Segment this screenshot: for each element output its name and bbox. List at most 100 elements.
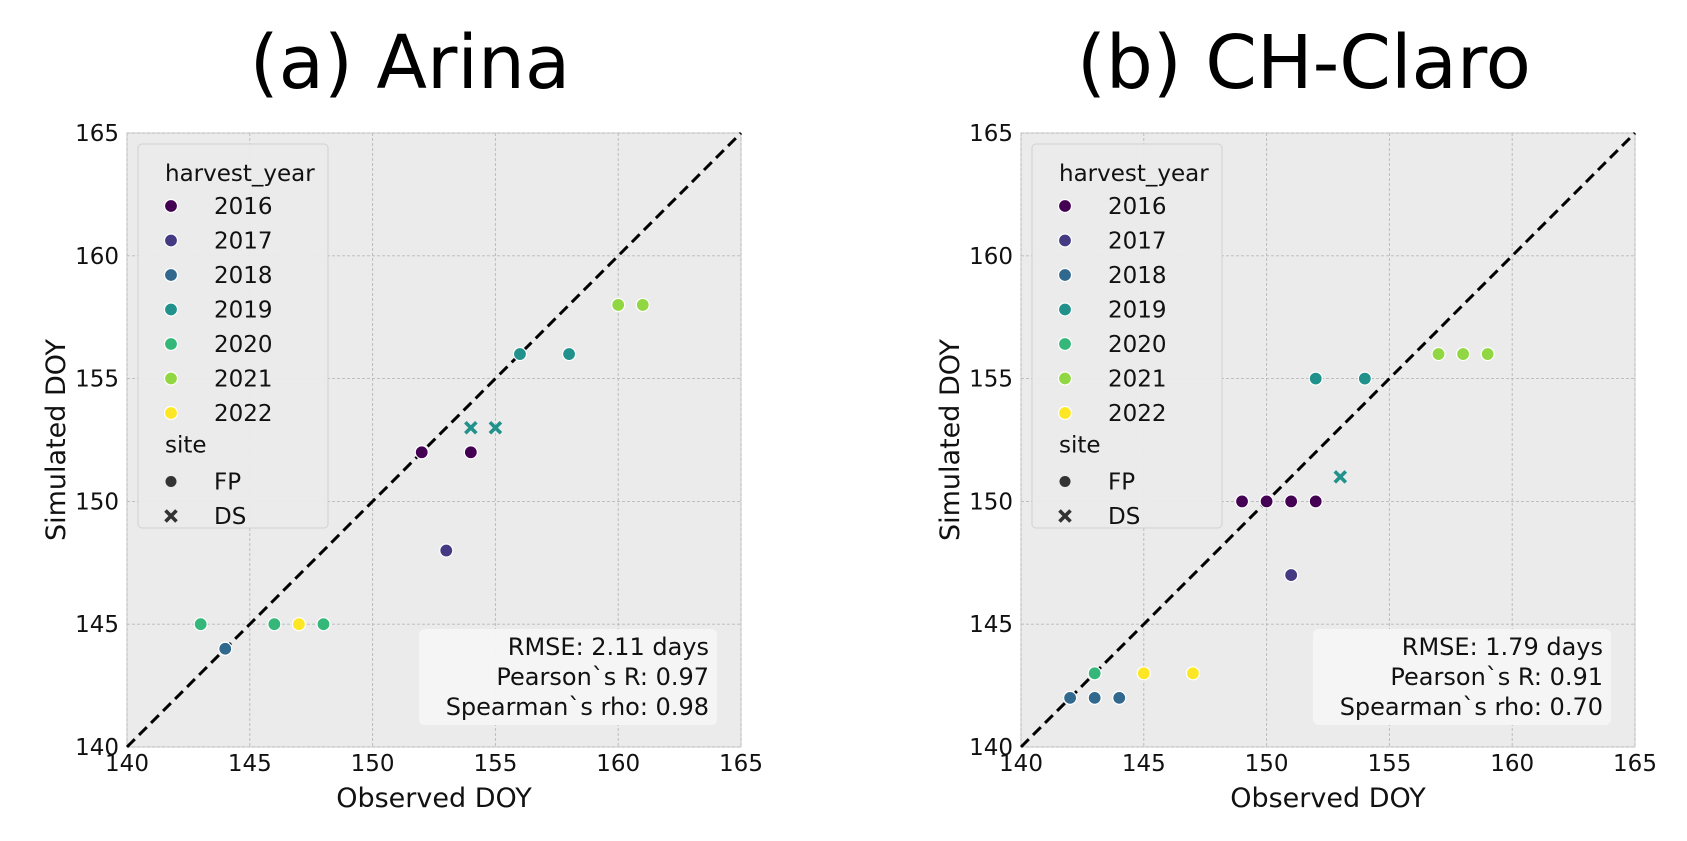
- data-point: [1063, 690, 1078, 705]
- legend-marker: [1057, 233, 1073, 248]
- data-point: [463, 445, 478, 460]
- data-point: [1136, 666, 1151, 681]
- legend-label: 2022: [214, 401, 273, 427]
- legend-label: 2022: [1108, 401, 1167, 427]
- data-point: [1308, 371, 1323, 386]
- legend-label: 2018: [1108, 263, 1167, 289]
- legend-title-site: site: [165, 433, 207, 459]
- data-point: [611, 297, 626, 313]
- x-tick-label: 140: [105, 751, 149, 777]
- data-points: [1063, 346, 1495, 705]
- legend-label: 2016: [1108, 194, 1167, 220]
- x-tick-label: 140: [999, 751, 1043, 777]
- legend-marker: [165, 476, 177, 487]
- x-tick-label: 145: [1122, 751, 1166, 777]
- legend-label: 2018: [214, 263, 273, 289]
- data-point: [1431, 346, 1446, 362]
- data-point-x: [1333, 470, 1348, 484]
- y-tick-label: 165: [969, 121, 1013, 147]
- stats-line: Spearman`s rho: 0.70: [1340, 693, 1603, 721]
- y-axis-label: Simulated DOY: [41, 338, 72, 541]
- legend-marker: [163, 371, 179, 386]
- chart-title: (b) CH-Claro: [1077, 20, 1531, 106]
- y-tick-label: 165: [75, 121, 119, 147]
- legend-title-year: harvest_year: [1059, 161, 1209, 187]
- legend-marker: [163, 198, 179, 214]
- legend-marker: [163, 336, 179, 352]
- data-point-x: [464, 420, 478, 435]
- y-tick-label: 155: [969, 367, 1013, 393]
- data-point: [193, 617, 208, 632]
- y-tick-label: 160: [969, 244, 1013, 270]
- legend-marker: [163, 267, 179, 283]
- x-axis-label: Observed DOY: [336, 783, 532, 814]
- legend-box: [137, 143, 329, 529]
- legend-label: 2017: [214, 229, 273, 255]
- x-tick-label: 165: [1613, 751, 1657, 777]
- chart-panel-a: (a) Arina 140 145 150 155 160 165 140 145 150 155 1…: [41, 20, 763, 814]
- x-tick-label: 150: [351, 751, 395, 777]
- legend-label: 2017: [1108, 229, 1167, 255]
- x-stroke: [1333, 470, 1348, 484]
- legend-marker: [163, 233, 179, 248]
- legend-label: FP: [1108, 470, 1135, 496]
- legend-title-site: site: [1059, 433, 1101, 459]
- x-stroke: [488, 420, 503, 435]
- x-tick-label: 160: [596, 751, 640, 777]
- y-tick-label: 140: [75, 735, 119, 761]
- x-tick-label: 145: [228, 751, 272, 777]
- legend-title-year: harvest_year: [165, 161, 315, 187]
- legend-label: DS: [1108, 504, 1140, 530]
- data-point: [414, 445, 429, 460]
- x-stroke: [164, 509, 178, 523]
- legend-label: 2019: [1108, 298, 1167, 324]
- y-axis-label: Simulated DOY: [935, 338, 966, 541]
- data-point: [1259, 494, 1274, 509]
- data-point: [512, 346, 528, 362]
- identity-line: [1019, 131, 1637, 749]
- legend-marker: [1057, 267, 1073, 283]
- legend-marker: [1059, 476, 1071, 487]
- data-point: [561, 346, 577, 362]
- chart-panel-b: (b) CH-Claro 140 145 150 155 160 165 140 145 150 1…: [935, 20, 1657, 814]
- data-point: [1284, 494, 1299, 509]
- data-point: [1284, 567, 1299, 583]
- legend-label: 2020: [1108, 332, 1167, 358]
- y-tick-label: 150: [969, 489, 1013, 515]
- y-tick-label: 145: [969, 612, 1013, 638]
- stats-box-bg: [419, 629, 717, 725]
- legend-label: FP: [214, 470, 241, 496]
- legend: harvest_year 2016 2017 2018 2019 2020 2021 2022…: [1031, 143, 1223, 530]
- chart-title: (a) Arina: [250, 20, 570, 106]
- legend-marker: [1057, 302, 1073, 317]
- x-stroke: [1058, 509, 1072, 523]
- data-point: [1308, 494, 1323, 509]
- data-point: [635, 297, 650, 313]
- stats-box-bg: [1313, 629, 1611, 725]
- x-stroke: [464, 420, 478, 435]
- legend-label: 2021: [214, 367, 273, 393]
- data-point: [1112, 690, 1127, 705]
- data-point: [1455, 346, 1471, 362]
- y-tick-label: 155: [75, 367, 119, 393]
- data-point-x: [488, 420, 503, 435]
- data-point: [316, 617, 331, 632]
- data-point: [218, 641, 233, 656]
- legend-marker-x: [164, 509, 178, 523]
- stats-line: Pearson`s R: 0.97: [496, 663, 709, 691]
- data-points: [193, 297, 650, 656]
- x-tick-label: 160: [1490, 751, 1534, 777]
- legend-marker: [163, 302, 179, 317]
- y-tick-label: 160: [75, 244, 119, 270]
- data-point: [1185, 666, 1201, 681]
- legend-label: 2020: [214, 332, 273, 358]
- legend-box: [1031, 143, 1223, 529]
- y-tick-label: 150: [75, 489, 119, 515]
- legend-label: 2019: [214, 298, 273, 324]
- y-tick-label: 140: [969, 735, 1013, 761]
- data-point: [1234, 494, 1250, 509]
- data-point: [1480, 346, 1495, 362]
- x-tick-label: 150: [1245, 751, 1289, 777]
